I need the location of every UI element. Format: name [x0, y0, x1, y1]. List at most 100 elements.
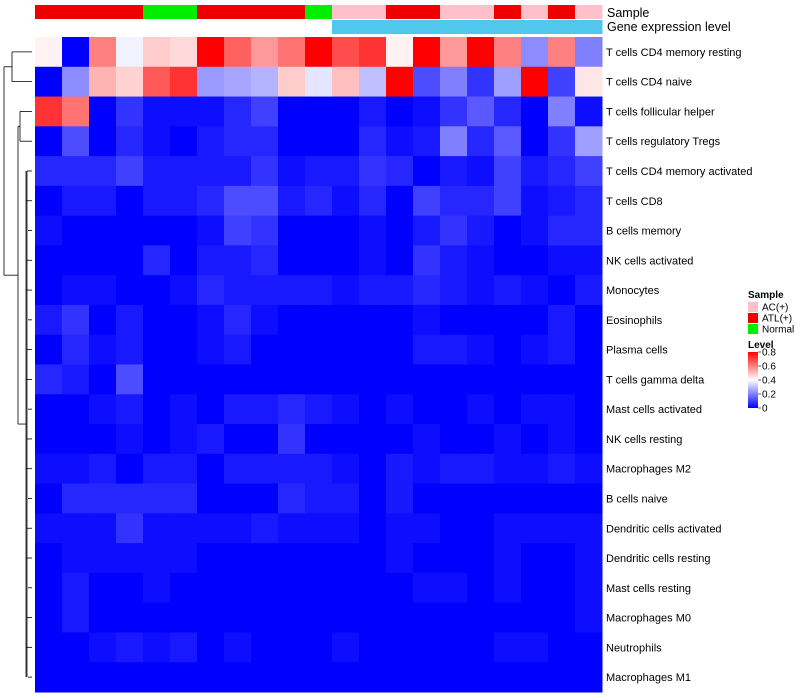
heatmap-cell [440, 424, 468, 455]
heatmap-cell [35, 483, 63, 514]
heatmap-cell [548, 394, 576, 425]
heatmap-cell [521, 126, 549, 157]
heatmap-cell [359, 37, 387, 68]
heatmap-cell [332, 453, 360, 485]
heatmap-cell [197, 513, 225, 544]
heatmap-cell [467, 275, 495, 306]
heatmap-cell [494, 572, 522, 604]
heatmap-cell [278, 572, 306, 604]
heatmap-cell [575, 632, 603, 663]
heatmap-cell [359, 483, 387, 514]
heatmap-cell [575, 602, 603, 633]
heatmap-cell [305, 96, 333, 127]
heatmap-cell [35, 185, 63, 217]
heatmap-cell [305, 37, 333, 68]
heatmap-cell [89, 66, 117, 98]
heatmap-cell [170, 394, 198, 425]
gene-expression-annotation-cell [359, 20, 387, 34]
heatmap-cell [413, 156, 441, 187]
heatmap-cell [170, 96, 198, 127]
heatmap-cell [386, 37, 414, 68]
heatmap-cell [575, 245, 603, 276]
legend-sample-swatch [748, 302, 758, 312]
heatmap-cell [575, 424, 603, 455]
heatmap-cell [332, 602, 360, 633]
heatmap-cell [197, 602, 225, 633]
heatmap-cell [332, 96, 360, 127]
heatmap-cell [116, 37, 144, 68]
heatmap-cell [548, 513, 576, 544]
heatmap-cell [116, 126, 144, 157]
heatmap-cell [197, 572, 225, 604]
heatmap-cell [278, 632, 306, 663]
row-label: Dendritic cells activated [606, 523, 722, 535]
heatmap-cell [305, 364, 333, 395]
heatmap-cell [278, 66, 306, 98]
heatmap-cell [386, 126, 414, 157]
heatmap-cell [170, 662, 198, 693]
heatmap-cell [143, 632, 171, 663]
heatmap-cell [386, 543, 414, 574]
heatmap-cell [386, 572, 414, 604]
heatmap-cell [548, 126, 576, 157]
heatmap-cell [62, 126, 90, 157]
heatmap-cell [359, 424, 387, 455]
heatmap-cell [143, 543, 171, 574]
heatmap-cell [35, 304, 63, 336]
heatmap-cell [494, 185, 522, 217]
heatmap-cell [359, 394, 387, 425]
heatmap-cell [116, 424, 144, 455]
heatmap-cell [575, 662, 603, 693]
heatmap-cell [521, 245, 549, 276]
heatmap-cell [413, 543, 441, 574]
heatmap-cell [143, 96, 171, 127]
heatmap-cell [35, 126, 63, 157]
heatmap-cell [359, 453, 387, 485]
gene-expression-annotation-cell [251, 20, 279, 34]
heatmap-cell [278, 126, 306, 157]
heatmap-cell [494, 394, 522, 425]
heatmap-cell [89, 156, 117, 187]
heatmap-cell [224, 66, 252, 98]
heatmap-cell [62, 364, 90, 395]
heatmap-cell [386, 453, 414, 485]
heatmap-cell [116, 364, 144, 395]
heatmap-cell [170, 483, 198, 514]
heatmap-cell [359, 543, 387, 574]
heatmap-cell [575, 156, 603, 187]
heatmap-cell [413, 245, 441, 276]
heatmap-cell [224, 602, 252, 633]
heatmap-cell [305, 602, 333, 633]
heatmap-cell [494, 304, 522, 336]
heatmap-cell [575, 483, 603, 514]
heatmap-cell [305, 453, 333, 485]
heatmap-cell [197, 245, 225, 276]
row-label: Macrophages M1 [606, 672, 691, 684]
heatmap-cell [521, 543, 549, 574]
heatmap-cell [305, 126, 333, 157]
row-label: Plasma cells [606, 345, 668, 357]
sample-annotation-cell [251, 5, 279, 19]
heatmap-cell [170, 364, 198, 395]
heatmap-cell [251, 275, 279, 306]
heatmap-cell [467, 334, 495, 365]
heatmap-cell [170, 215, 198, 246]
heatmap-cell [548, 662, 576, 693]
heatmap-cell [89, 662, 117, 693]
heatmap-cell [251, 632, 279, 663]
heatmap-cell [89, 334, 117, 365]
heatmap-cell [467, 37, 495, 68]
heatmap-cell [35, 334, 63, 365]
heatmap-cell [494, 483, 522, 514]
heatmap-cell [467, 453, 495, 485]
legend-sample-label: Normal [762, 325, 794, 336]
heatmap-cell [62, 483, 90, 514]
heatmap-cell [548, 334, 576, 365]
heatmap-cell [197, 66, 225, 98]
heatmap-cell [386, 304, 414, 336]
heatmap-cell [35, 543, 63, 574]
heatmap-cell [35, 156, 63, 187]
heatmap-cell [467, 662, 495, 693]
heatmap-cell [251, 364, 279, 395]
